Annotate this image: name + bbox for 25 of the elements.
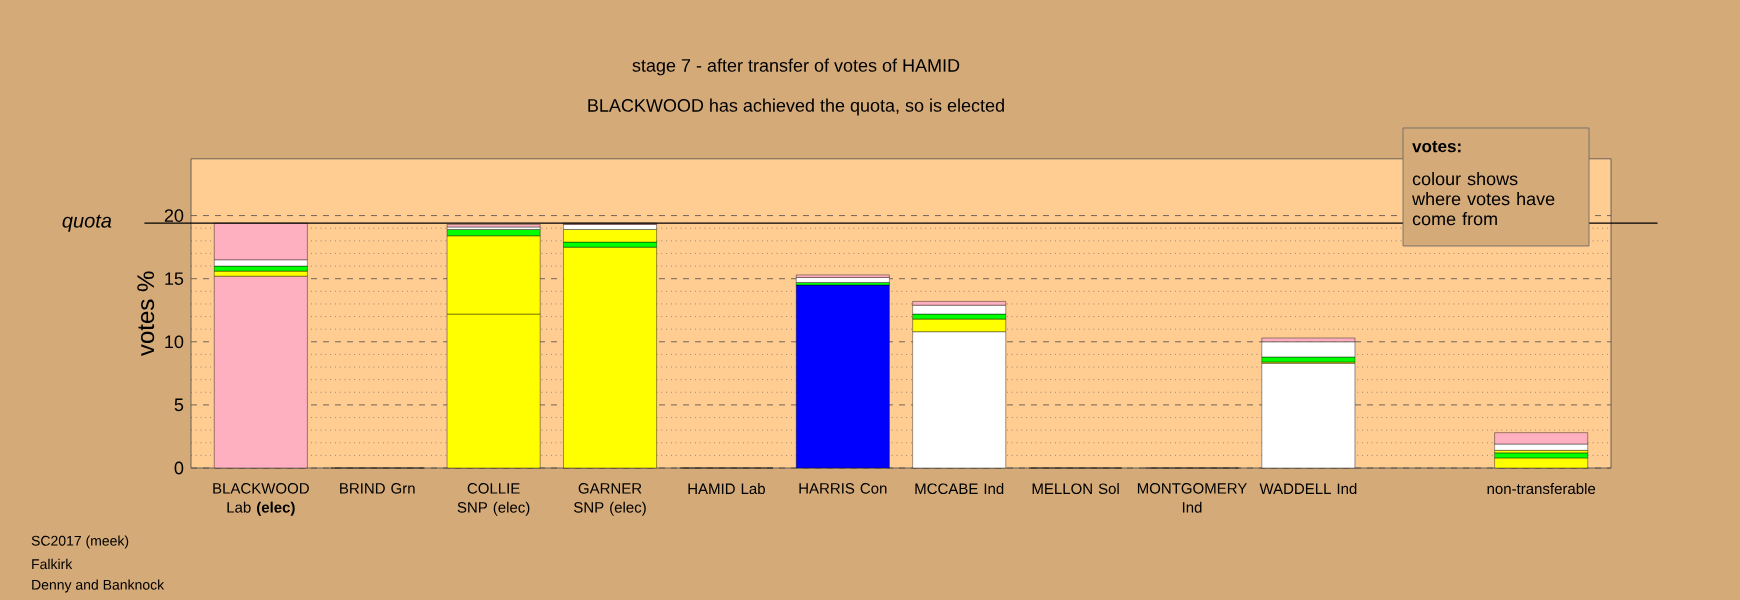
x-tick-label: HAMID Lab xyxy=(688,483,765,495)
text: SC2017 (meek) xyxy=(31,535,129,549)
x-tick-label: HARRIS Con xyxy=(799,483,887,494)
x-tick-label: MCCABE Ind xyxy=(915,483,1004,495)
chart-subtitle: BLACKWOOD has achieved the quota, so is elected xyxy=(588,98,1004,116)
text: Denny and Banknock xyxy=(32,579,165,593)
y-tick-label: 10 xyxy=(165,335,184,349)
y-tick-label: 5 xyxy=(174,398,184,412)
x-tick-label: MELLON Sol xyxy=(1032,483,1119,495)
text: votes: xyxy=(1412,141,1461,153)
x-tick-label: GARNER SNP (elec) xyxy=(574,483,646,516)
chart-title: stage 7 - after transfer of votes of HAMID xyxy=(632,58,960,76)
x-tick-label: WADDELL Ind xyxy=(1259,483,1357,495)
y-axis-title: votes % xyxy=(137,271,155,356)
x-tick-label: BRIND Grn xyxy=(340,483,415,494)
x-tick-label: non-transferable xyxy=(1487,483,1596,495)
annotation: colour shows where votes have come from xyxy=(1412,172,1555,226)
text: Falkirk xyxy=(32,558,73,570)
y-tick-label: 0 xyxy=(174,461,184,475)
ref-line-label: quota xyxy=(62,214,112,232)
x-tick-label: MONTGOMERY Ind xyxy=(1137,483,1247,513)
y-tick-label: 15 xyxy=(165,272,184,285)
x-tick-label: BLACKWOOD Lab (elec) xyxy=(213,483,309,516)
y-tick-label: 20 xyxy=(164,209,184,222)
x-tick-label: COLLIE SNP (elec) xyxy=(457,483,530,516)
